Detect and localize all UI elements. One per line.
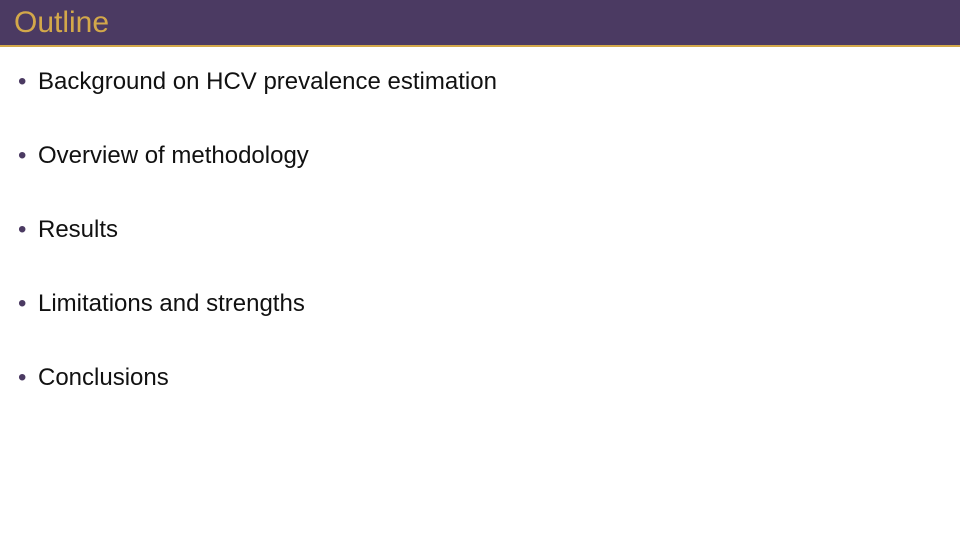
list-item: Results: [18, 215, 942, 245]
slide: Outline Background on HCV prevalence est…: [0, 0, 960, 540]
title-bar: Outline: [0, 0, 960, 47]
slide-title: Outline: [14, 6, 946, 39]
list-item: Overview of methodology: [18, 141, 942, 171]
bullet-list: Background on HCV prevalence estimation …: [18, 67, 942, 393]
list-item: Conclusions: [18, 363, 942, 393]
slide-content: Background on HCV prevalence estimation …: [0, 47, 960, 393]
list-item: Limitations and strengths: [18, 289, 942, 319]
list-item: Background on HCV prevalence estimation: [18, 67, 942, 97]
